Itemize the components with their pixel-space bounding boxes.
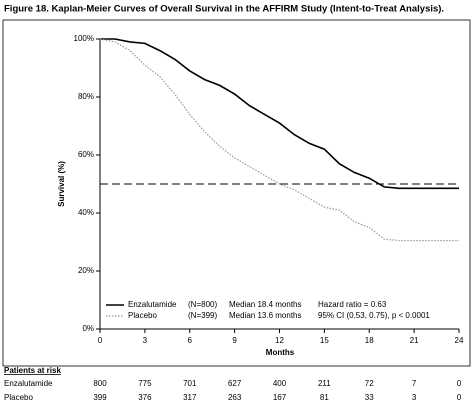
x-tick-label: 15 <box>320 336 329 345</box>
risk-count: 0 <box>457 379 462 388</box>
risk-count: 263 <box>228 393 242 402</box>
y-tick-label: 20% <box>78 266 94 275</box>
y-tick-label: 100% <box>74 34 94 43</box>
legend-median: Median 18.4 months <box>229 300 302 309</box>
risk-count: 317 <box>183 393 197 402</box>
risk-count: 775 <box>138 379 152 388</box>
risk-count: 33 <box>365 393 374 402</box>
legend-stat: 95% CI (0.53, 0.75), p < 0.0001 <box>318 311 430 320</box>
risk-count: 376 <box>138 393 152 402</box>
risk-count: 400 <box>273 379 287 388</box>
risk-count: 81 <box>320 393 329 402</box>
legend-label: Placebo <box>128 311 157 320</box>
chart-title: Figure 18. Kaplan-Meier Curves of Overal… <box>4 4 444 15</box>
risk-count: 211 <box>318 379 331 388</box>
x-tick-label: 0 <box>98 336 103 345</box>
risk-count: 3 <box>412 393 417 402</box>
x-tick-label: 24 <box>455 336 464 345</box>
survival-curve <box>99 38 459 242</box>
risk-row-name: Placebo <box>4 393 33 402</box>
x-tick-label: 6 <box>188 336 193 345</box>
y-tick-label: 40% <box>78 208 94 217</box>
x-axis-label: Months <box>266 348 295 357</box>
risk-count: 167 <box>273 393 287 402</box>
legend-label: Enzalutamide <box>128 300 177 309</box>
risk-count: 7 <box>412 379 417 388</box>
risk-title: Patients at risk <box>4 366 61 375</box>
y-tick-label: 60% <box>78 150 94 159</box>
y-tick-label: 0% <box>82 324 94 333</box>
x-tick-label: 21 <box>410 336 419 345</box>
legend-stat: Hazard ratio = 0.63 <box>318 300 387 309</box>
x-tick-label: 9 <box>232 336 237 345</box>
y-axis-label: Survival (%) <box>57 161 66 207</box>
risk-count: 800 <box>93 379 107 388</box>
risk-count: 399 <box>93 393 107 402</box>
x-tick-label: 3 <box>143 336 148 345</box>
survival-curve <box>100 38 459 190</box>
risk-count: 0 <box>457 393 462 402</box>
legend-median: Median 13.6 months <box>229 311 302 320</box>
risk-row-name: Enzalutamide <box>4 379 53 388</box>
risk-count: 701 <box>183 379 197 388</box>
risk-count: 72 <box>365 379 374 388</box>
legend-n: (N=399) <box>188 311 217 320</box>
x-tick-label: 18 <box>365 336 374 345</box>
legend-n: (N=800) <box>188 300 217 309</box>
risk-count: 627 <box>228 379 242 388</box>
y-tick-label: 80% <box>78 92 94 101</box>
x-tick-label: 12 <box>275 336 284 345</box>
frame <box>2 19 471 367</box>
